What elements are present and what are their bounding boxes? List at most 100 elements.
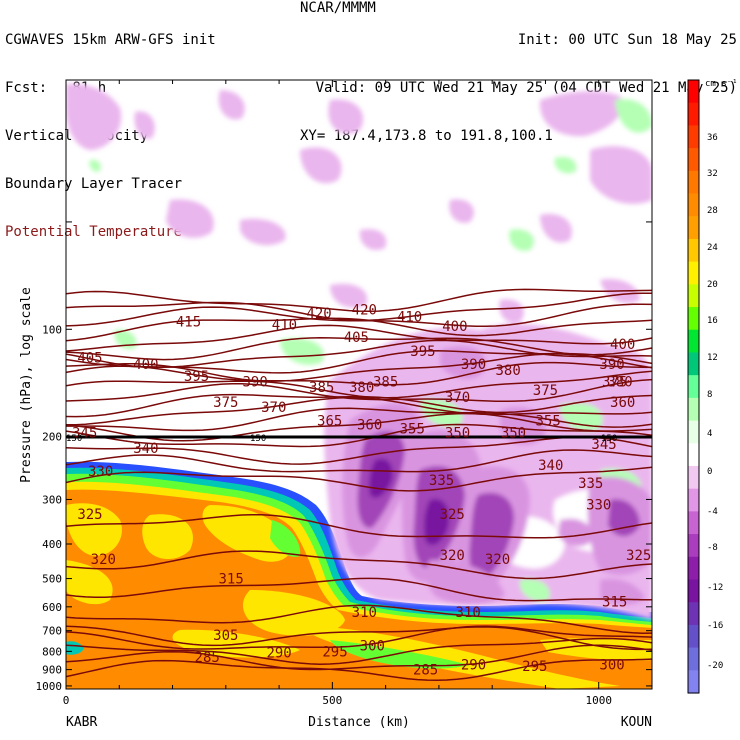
theta-label: 380: [607, 374, 632, 390]
theta-label: 350: [501, 426, 526, 442]
colorbar-swatch: [688, 556, 699, 581]
colorbar-swatch: [688, 148, 699, 172]
colorbar-swatch: [688, 261, 699, 285]
theta-contour-305: [66, 625, 652, 651]
model-title: CGWAVES 15km ARW-GFS init: [5, 32, 216, 48]
theta-label: 300: [599, 657, 624, 673]
theta-label: 335: [429, 473, 454, 489]
theta-label: 290: [461, 657, 486, 673]
theta-label: 410: [272, 318, 297, 334]
theta-label: 310: [352, 605, 377, 621]
colorbar-label: -16: [707, 621, 723, 631]
plot-fields: [66, 83, 652, 689]
x-tick-label: 500: [322, 694, 342, 707]
theta-label: 340: [538, 458, 563, 474]
theta-contour-375: [66, 370, 652, 399]
theta-label: 350: [445, 426, 470, 442]
theta-label: 415: [176, 314, 201, 330]
theta-label: 320: [485, 552, 510, 568]
colorbar-label: 8: [707, 390, 712, 400]
theta-contour-300: [66, 625, 652, 650]
theta-contour-325: [66, 513, 652, 539]
colorbar-swatch: [688, 511, 699, 535]
theta-contour-285: [66, 658, 652, 682]
colorbar-swatch: [688, 420, 699, 444]
y-tick-label: 200: [42, 431, 62, 444]
colorbar-swatch: [688, 397, 699, 422]
cross-section-endpoints: XY= 187.4,173.8 to 191.8,100.1: [300, 128, 553, 144]
theta-label: 365: [317, 413, 342, 429]
theta-label: 390: [461, 357, 486, 373]
theta-label: 290: [266, 645, 291, 661]
colorbar-label: 32: [707, 169, 718, 179]
y-tick-label: 1000: [36, 680, 63, 693]
theta-label: 370: [445, 390, 470, 406]
colorbar-swatch: [688, 647, 699, 671]
theta-label: 325: [440, 507, 465, 523]
colorbar-swatch: [688, 465, 699, 490]
colorbar-swatch: [688, 80, 699, 104]
x-tick-label: 1000: [585, 694, 612, 707]
theta-label: 315: [602, 595, 627, 611]
colorbar-frame: [687, 79, 700, 694]
colorbar-swatch: [688, 534, 699, 558]
vertical-velocity-field: [66, 83, 652, 620]
theta-label: 345: [591, 437, 616, 453]
reference-label-mid: 150: [250, 434, 266, 444]
colorbar-swatch: [688, 170, 699, 195]
theta-contour-425: [66, 288, 652, 313]
colorbar-swatch: [688, 602, 699, 626]
valid-time: Valid: 09 UTC Wed 21 May 25 (04 CDT Wed …: [315, 80, 737, 96]
colorbar-label: 4: [707, 429, 712, 439]
theta-contour-350: [66, 412, 652, 442]
theta-label: 410: [397, 309, 422, 325]
theta-label: 295: [522, 659, 547, 675]
theta-label: 325: [77, 507, 102, 523]
field-boundary-tracer: Boundary Layer Tracer: [5, 176, 183, 192]
y-axis: 100 200 300 400 500 600 700 800 900 1000: [36, 221, 652, 693]
theta-label: 380: [496, 363, 521, 379]
colorbar-label: -4: [707, 507, 718, 517]
theta-label: 360: [357, 418, 382, 434]
theta-label: 310: [456, 605, 481, 621]
theta-label: 325: [626, 548, 651, 564]
theta-label: 285: [413, 663, 438, 679]
y-tick-label: 500: [42, 573, 62, 586]
y-tick-label: 600: [42, 601, 62, 614]
colorbar-swatch: [688, 238, 699, 263]
theta-contour-400: [66, 337, 652, 361]
colorbar-swatch: [688, 375, 699, 399]
x-tick-label: 0: [63, 694, 70, 707]
theta-contour-380: [66, 361, 652, 386]
colorbar-swatch: [688, 125, 699, 149]
theta-label: 380: [349, 380, 374, 396]
endpoint-left: KABR: [66, 715, 97, 730]
y-tick-label: 300: [42, 493, 62, 506]
boundary-tracer-field: [66, 461, 652, 689]
theta-label: 360: [610, 395, 635, 411]
colorbar-label: 24: [707, 243, 718, 253]
theta-contour-330: [66, 466, 652, 492]
colorbar-swatch: [688, 579, 699, 603]
colorbar-label: -8: [707, 543, 718, 553]
colorbar-swatch: [688, 284, 699, 308]
y-tick-label: 800: [42, 645, 62, 658]
colorbar-label: 0: [707, 467, 712, 477]
theta-label: 340: [133, 441, 158, 457]
theta-label: 390: [242, 374, 267, 390]
x-axis-label: Distance (km): [308, 715, 410, 730]
theta-contour-420: [66, 292, 652, 322]
theta-label: 320: [91, 552, 116, 568]
theta-contour-405: [66, 324, 652, 352]
theta-label: 405: [344, 330, 369, 346]
theta-label: 420: [352, 302, 377, 318]
theta-label: 300: [360, 638, 385, 654]
colorbar-swatch: [688, 670, 699, 694]
init-time: Init: 00 UTC Sun 18 May 25: [517, 32, 737, 48]
theta-label: 355: [400, 422, 425, 438]
theta-label: 305: [213, 628, 238, 644]
header-right: Init: 00 UTC Sun 18 May 25 Valid: 09 UTC…: [292, 0, 737, 160]
colorbar-label: 20: [707, 280, 718, 290]
theta-label: 390: [599, 357, 624, 373]
